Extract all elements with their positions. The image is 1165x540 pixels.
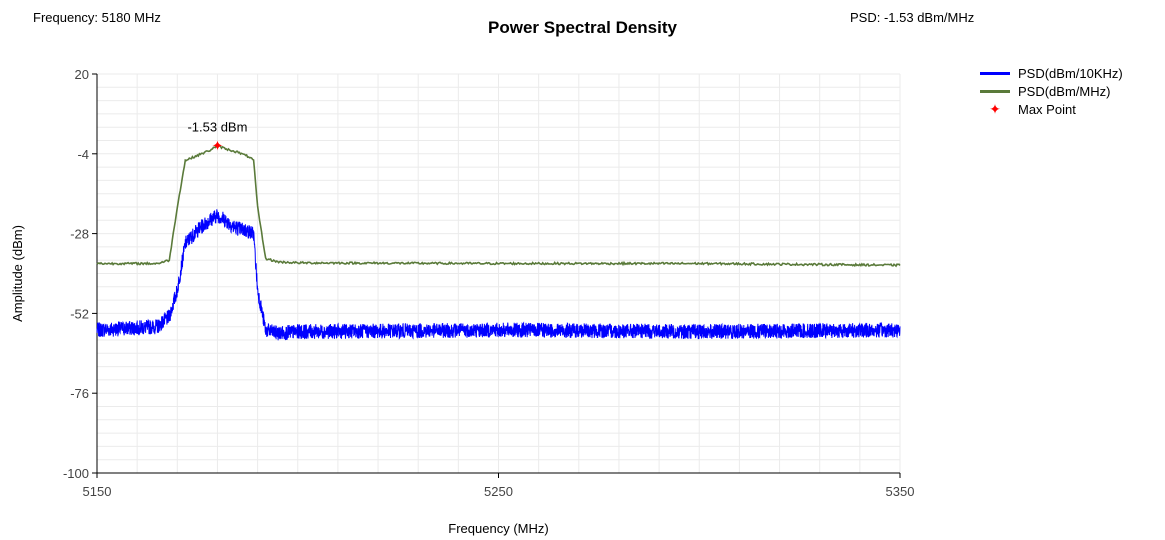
legend-swatch-mhz: [980, 89, 1010, 93]
y-axis-label: Amplitude (dBm): [10, 225, 25, 322]
legend-swatch-10khz: [980, 71, 1010, 75]
legend-label-max-point: Max Point: [1018, 101, 1076, 117]
psd-readout: PSD: -1.53 dBm/MHz: [850, 10, 975, 25]
x-tick-label: 5150: [83, 484, 112, 499]
series-line-10khz: [96, 209, 901, 341]
x-tick-label: 5350: [886, 484, 915, 499]
y-tick-label: -4: [77, 147, 89, 162]
legend-label-10khz: PSD(dBm/10KHz): [1018, 65, 1123, 81]
max-point-marker-icon: ✦: [989, 101, 1001, 117]
y-tick-label: -28: [70, 227, 89, 242]
max-point-annotation: -1.53 dBm: [187, 120, 247, 135]
x-tick-label: 5250: [484, 484, 513, 499]
legend-item-max-point: ✦ Max Point: [980, 100, 1123, 118]
legend-label-mhz: PSD(dBm/MHz): [1018, 83, 1111, 99]
y-tick-label: -76: [70, 386, 89, 401]
max-point-marker: ✦: [212, 138, 224, 154]
y-tick-label: 20: [75, 67, 89, 82]
legend-item-10khz: PSD(dBm/10KHz): [980, 64, 1123, 82]
frequency-readout: Frequency: 5180 MHz: [33, 10, 161, 25]
legend-item-mhz: PSD(dBm/MHz): [980, 82, 1123, 100]
legend: PSD(dBm/10KHz) PSD(dBm/MHz) ✦ Max Point: [980, 64, 1123, 118]
y-tick-label: -100: [63, 466, 89, 481]
x-axis-label: Frequency (MHz): [448, 521, 548, 536]
y-tick-label: -52: [70, 306, 89, 321]
series-line-mhz: [96, 143, 901, 268]
chart-title: Power Spectral Density: [488, 18, 677, 37]
